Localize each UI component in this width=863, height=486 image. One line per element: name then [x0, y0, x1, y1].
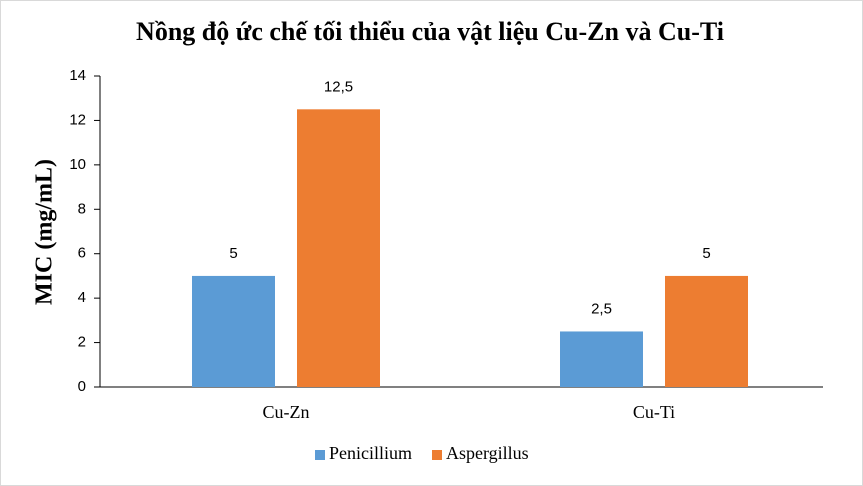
- legend-label: Aspergillus: [446, 443, 529, 463]
- y-tick-label: 10: [69, 156, 86, 173]
- bar: [665, 275, 748, 387]
- y-tick-label: 14: [69, 67, 86, 84]
- legend-swatch: [315, 450, 325, 460]
- y-tick-label: 0: [78, 378, 86, 395]
- bar: [560, 331, 643, 387]
- value-label: 2,5: [591, 300, 612, 317]
- x-tick-label: Cu-Zn: [263, 402, 310, 422]
- legend-label: Penicillium: [329, 443, 412, 463]
- y-tick-label: 6: [78, 245, 86, 262]
- y-tick-label: 8: [78, 200, 86, 217]
- bar: [297, 109, 380, 388]
- chart-title: Nồng độ ức chế tối thiểu của vật liệu Cu…: [136, 17, 724, 46]
- legend-swatch: [432, 450, 442, 460]
- value-label: 5: [229, 245, 237, 262]
- y-tick-label: 12: [69, 111, 86, 128]
- bar: [192, 275, 275, 387]
- y-tick-label: 2: [78, 334, 86, 351]
- value-label: 12,5: [324, 78, 353, 95]
- x-tick-label: Cu-Ti: [633, 402, 675, 422]
- y-axis-label: MIC (mg/mL): [32, 159, 58, 305]
- y-tick-label: 4: [78, 289, 86, 306]
- value-label: 5: [702, 245, 710, 262]
